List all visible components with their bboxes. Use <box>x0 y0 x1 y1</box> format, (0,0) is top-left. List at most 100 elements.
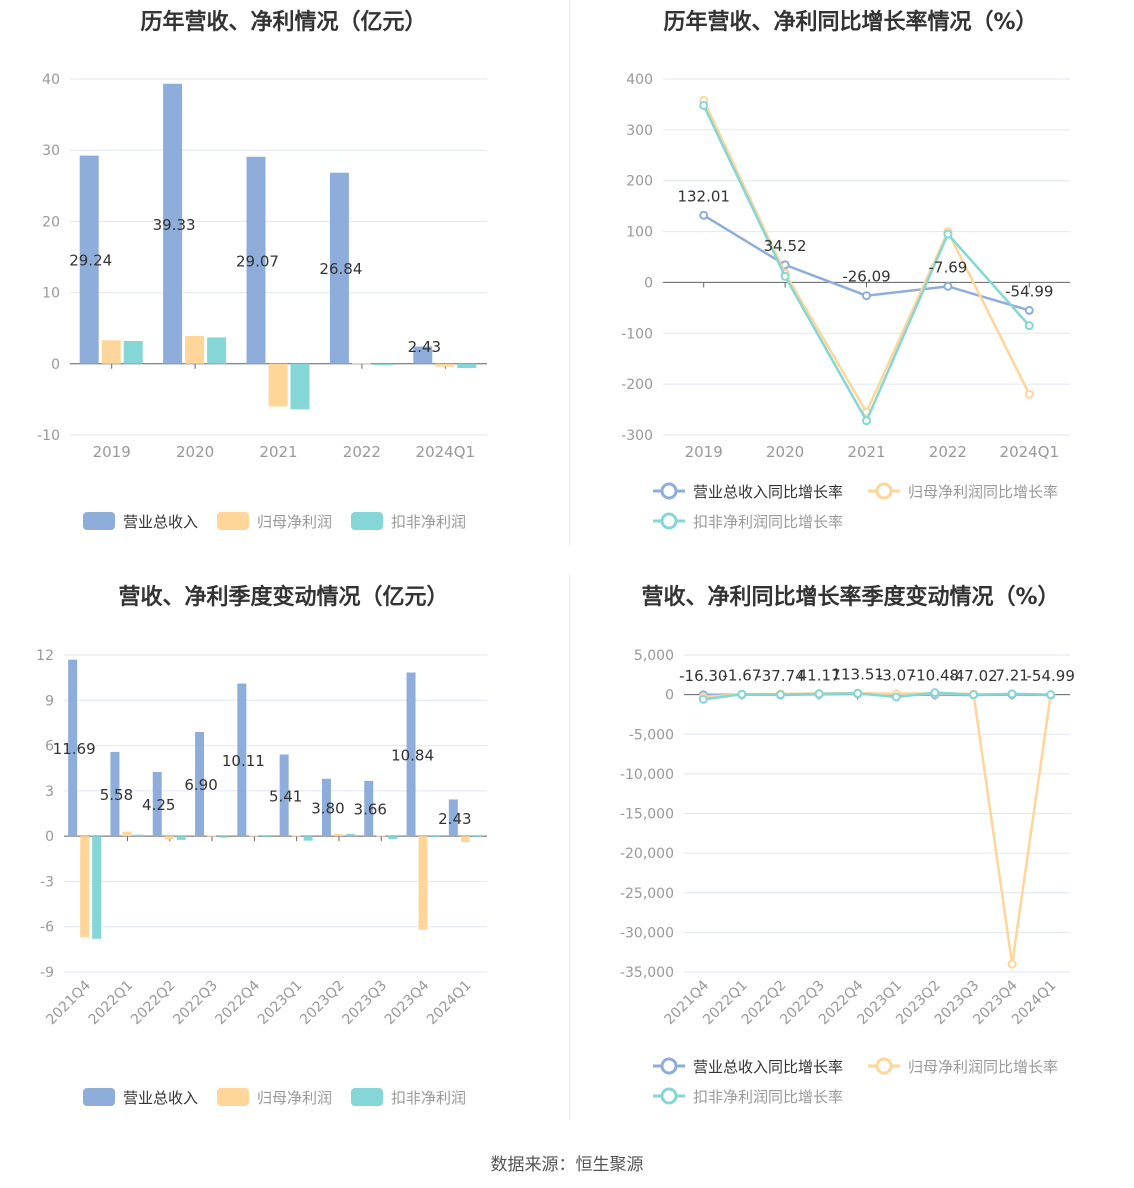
y-tick-label: 6 <box>45 739 54 755</box>
x-tick-label: 2022 <box>343 443 381 461</box>
data-point <box>943 281 953 291</box>
data-label: 10.84 <box>391 746 434 764</box>
data-point <box>814 689 824 699</box>
y-tick-label: 10 <box>42 286 60 302</box>
y-tick-label: -6 <box>40 920 54 936</box>
y-tick-label: -9 <box>40 965 54 981</box>
data-point <box>943 229 953 239</box>
x-tick-label: 2023Q4 <box>382 977 433 1028</box>
legend-label: 归母净利润 <box>257 513 332 531</box>
x-tick-label: 2022Q4 <box>213 977 264 1028</box>
bar <box>329 172 349 364</box>
bar <box>163 83 183 364</box>
legend-dot-marker <box>875 1057 893 1075</box>
legend-dot-marker <box>660 512 678 530</box>
y-tick-label: 0 <box>45 829 54 845</box>
legend-label: 扣非净利润同比增长率 <box>693 1088 843 1106</box>
data-label: 41.17 <box>798 666 841 684</box>
panel-quarterly-bar: 营收、净利季度变动情况（亿元） 12 9 6 3 0 -3 -6 -9 2021Q4 2022Q1… <box>0 575 567 1135</box>
data-label: 5.58 <box>100 786 133 804</box>
bar <box>460 836 470 843</box>
data-label: 11.69 <box>53 740 96 758</box>
x-tick-label: 2019 <box>93 443 131 461</box>
bar <box>207 835 217 837</box>
data-label: 132.01 <box>677 187 730 205</box>
series-line <box>703 691 1052 965</box>
source-footer: 数据来源：恒生聚源 <box>490 1155 644 1175</box>
y-tick-label: -200 <box>621 377 653 393</box>
panel-annual-bar: 历年营收、净利情况（亿元） 40 30 20 10 0 -10 2019 2020 2021 20… <box>0 0 567 560</box>
legend-dot-marker <box>660 1087 678 1105</box>
bar <box>413 346 433 364</box>
data-label: -1.67 <box>722 667 761 685</box>
annual-line-chart: 400 300 200 100 0 -100 -200 -300 2019 2020 2021 202… <box>621 72 1070 531</box>
data-label: 113.51 <box>831 666 884 684</box>
legend-label: 归母净利润同比增长率 <box>908 483 1058 501</box>
data-label: -16.30 <box>679 667 727 685</box>
data-label: -37.74 <box>756 667 804 685</box>
bar <box>345 833 355 837</box>
legend-label: 营业总收入 <box>123 513 198 531</box>
y-tick-label: -10,000 <box>620 767 674 783</box>
bar <box>123 341 143 364</box>
bar <box>364 780 374 837</box>
data-point <box>862 416 871 426</box>
x-tick-label: 2023Q3 <box>339 978 390 1029</box>
quarterly-bar-chart: 12 9 6 3 0 -3 -6 -92021Q42022Q12022Q22022Q32022… <box>36 648 487 1107</box>
legend-label: 扣非净利润 <box>391 1089 466 1107</box>
bar <box>176 836 186 840</box>
bar <box>435 363 455 367</box>
legend-dot-marker <box>875 482 893 500</box>
data-label: 6.90 <box>184 776 217 794</box>
bar <box>101 340 121 364</box>
data-label: -7.69 <box>928 258 967 276</box>
bar <box>79 155 99 364</box>
legend-label: 归母净利润 <box>257 1089 332 1107</box>
data-point <box>699 100 709 110</box>
bar <box>249 835 259 837</box>
y-tick-label: 3 <box>45 784 54 800</box>
series-line <box>702 104 1031 424</box>
x-tick-label: 2021 <box>847 443 885 461</box>
x-tick-label: 2024Q1 <box>416 443 476 461</box>
y-tick-label: 400 <box>626 72 653 88</box>
bar <box>134 834 144 837</box>
bar <box>351 363 371 365</box>
legend-label: 扣非净利润同比增长率 <box>693 513 843 531</box>
data-point <box>853 688 863 698</box>
bar <box>268 363 288 407</box>
bar <box>92 836 102 939</box>
x-tick-label: 2022 <box>929 443 967 461</box>
bar <box>279 754 289 837</box>
panel-annual-line: 历年营收、净利同比增长率情况（%） 400 300 200 100 0 -100 -200 -… <box>567 0 1134 560</box>
y-tick-label: 40 <box>42 72 60 88</box>
data-point <box>969 690 978 700</box>
panel-quarterly-line: 营收、净利同比增长率季度变动情况（%） 5,000 0 -5,000 -10,000 -… <box>567 575 1134 1135</box>
chart-title: 历年营收、净利情况（亿元） <box>140 10 427 35</box>
data-label: 34.52 <box>764 237 807 255</box>
chart-title: 历年营收、净利同比增长率情况（%） <box>663 10 1038 35</box>
data-point <box>1007 959 1017 969</box>
legend-dot-marker <box>660 482 678 500</box>
legend-label: 营业总收入同比增长率 <box>693 483 843 501</box>
chart-title: 营收、净利季度变动情况（亿元） <box>118 585 449 610</box>
y-tick-label: -25,000 <box>620 886 674 902</box>
legend-swatch <box>83 1088 115 1106</box>
data-label: 26.84 <box>319 260 362 278</box>
x-tick-label: 2020 <box>766 443 804 461</box>
bar <box>418 836 428 930</box>
y-tick-label: -20,000 <box>620 846 674 862</box>
y-tick-label: -300 <box>621 428 653 444</box>
data-point <box>1007 689 1017 699</box>
bar <box>290 363 310 410</box>
bar <box>321 778 331 837</box>
y-tick-label: 12 <box>36 648 54 664</box>
data-label: 7.21 <box>995 667 1028 685</box>
data-point <box>1046 690 1056 700</box>
bar <box>303 836 313 841</box>
x-tick-label: 2022Q2 <box>128 978 179 1029</box>
data-point <box>930 688 940 698</box>
legend-swatch <box>351 512 383 530</box>
bar <box>68 659 78 837</box>
y-tick-label: 30 <box>42 143 60 159</box>
